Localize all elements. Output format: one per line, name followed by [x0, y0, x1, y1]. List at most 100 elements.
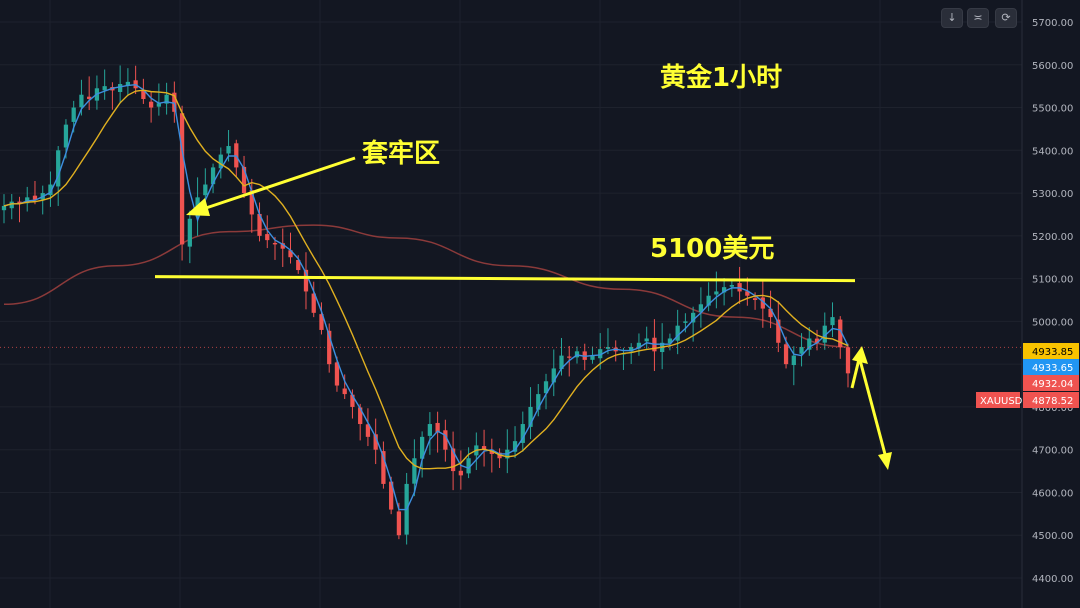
candle-body — [365, 424, 371, 437]
candle-body — [605, 347, 611, 349]
candle-body — [706, 295, 711, 306]
candle-body — [48, 184, 53, 196]
candle — [528, 387, 533, 440]
candle-body — [752, 298, 758, 300]
candle-body — [17, 201, 22, 204]
price-tick-label: 5100.00 — [1032, 275, 1073, 286]
candle — [164, 82, 169, 115]
candle — [714, 271, 719, 309]
candle-body — [528, 406, 533, 427]
scroll-down-button[interactable]: ↓ — [941, 8, 963, 28]
candle-body — [830, 317, 835, 326]
candle-body — [590, 355, 595, 360]
candle-body — [342, 388, 347, 395]
candle — [358, 403, 363, 441]
candle-body — [32, 195, 38, 200]
price-tag-bg — [1023, 343, 1079, 359]
price-axis[interactable]: 4400.004500.004600.004700.004800.004900.… — [976, 0, 1080, 608]
candle — [466, 447, 471, 479]
moving-average-lines — [3, 84, 849, 511]
candle-body — [481, 446, 487, 450]
price-tick-label: 4400.00 — [1032, 574, 1073, 585]
candle-body — [683, 321, 688, 323]
candle-body — [450, 448, 456, 472]
candle-body — [56, 150, 61, 187]
candle — [148, 91, 154, 123]
candle-body — [412, 458, 417, 484]
candle-body — [729, 285, 734, 287]
candle — [125, 68, 131, 96]
price-tick-label: 4600.00 — [1032, 488, 1073, 499]
candle — [303, 252, 309, 310]
candle-body — [760, 297, 765, 309]
price-tag-bg — [1023, 375, 1079, 391]
candle-body — [296, 260, 301, 271]
candle-body — [427, 424, 433, 436]
candle — [288, 232, 293, 264]
candle-body — [768, 308, 773, 318]
candle-body — [667, 338, 673, 344]
price-tick-label: 5000.00 — [1032, 317, 1073, 328]
candle — [512, 426, 518, 459]
candle-body — [698, 304, 704, 313]
candle-body — [629, 347, 634, 352]
reset-button[interactable]: ⟳ — [995, 8, 1017, 28]
projection-up-head — [852, 346, 868, 364]
candle-body — [551, 368, 556, 383]
price-tag-label: 4932.04 — [1032, 379, 1073, 390]
candle — [845, 343, 851, 388]
candle-body — [822, 325, 827, 343]
candle-body — [567, 356, 572, 358]
collapse-icon: ≍ — [973, 11, 983, 24]
candle — [830, 302, 835, 337]
candle — [629, 343, 634, 364]
symbol-tag-label: XAUUSD — [980, 396, 1023, 407]
candle-body — [435, 422, 440, 433]
candle-body — [218, 154, 223, 169]
candle — [838, 316, 843, 359]
candle-body — [714, 291, 719, 295]
candle — [156, 83, 161, 116]
candle-body — [71, 107, 76, 122]
candle — [605, 328, 611, 355]
candle — [9, 194, 14, 220]
price-tick-label: 5700.00 — [1032, 18, 1073, 29]
candle-body — [389, 481, 394, 510]
price-tick-label: 5200.00 — [1032, 232, 1073, 243]
candle — [427, 412, 433, 455]
price-tick-label: 5600.00 — [1032, 61, 1073, 72]
reset-icon: ⟳ — [1001, 11, 1011, 24]
candle-body — [598, 349, 603, 359]
candle — [179, 105, 185, 261]
candle — [118, 65, 123, 104]
price-tick-label: 5400.00 — [1032, 146, 1073, 157]
candle — [210, 163, 216, 194]
candle — [814, 329, 820, 351]
candle-body — [280, 243, 285, 249]
candle-body — [87, 96, 92, 99]
candle — [311, 281, 316, 318]
candle-body — [396, 511, 402, 536]
candle — [675, 309, 680, 355]
price-tick-label: 4500.00 — [1032, 531, 1073, 542]
candle-body — [675, 325, 680, 341]
candle-body — [776, 319, 781, 343]
candle-body — [187, 218, 192, 247]
candle — [644, 326, 649, 349]
collapse-button[interactable]: ≍ — [967, 8, 989, 28]
candle — [187, 210, 192, 264]
trap-arrow-head — [186, 198, 210, 216]
candle-body — [1, 205, 7, 211]
candle-body — [373, 434, 378, 450]
candle — [536, 384, 541, 417]
candle-body — [466, 458, 471, 474]
candle-body — [156, 103, 161, 107]
arrow-down-icon: ↓ — [947, 11, 957, 24]
candle — [458, 450, 463, 490]
candle — [443, 419, 448, 462]
candle-body — [334, 362, 340, 386]
price-tag-bg — [1023, 392, 1079, 408]
candle — [102, 69, 107, 100]
price-tick-label: 4700.00 — [1032, 446, 1073, 457]
